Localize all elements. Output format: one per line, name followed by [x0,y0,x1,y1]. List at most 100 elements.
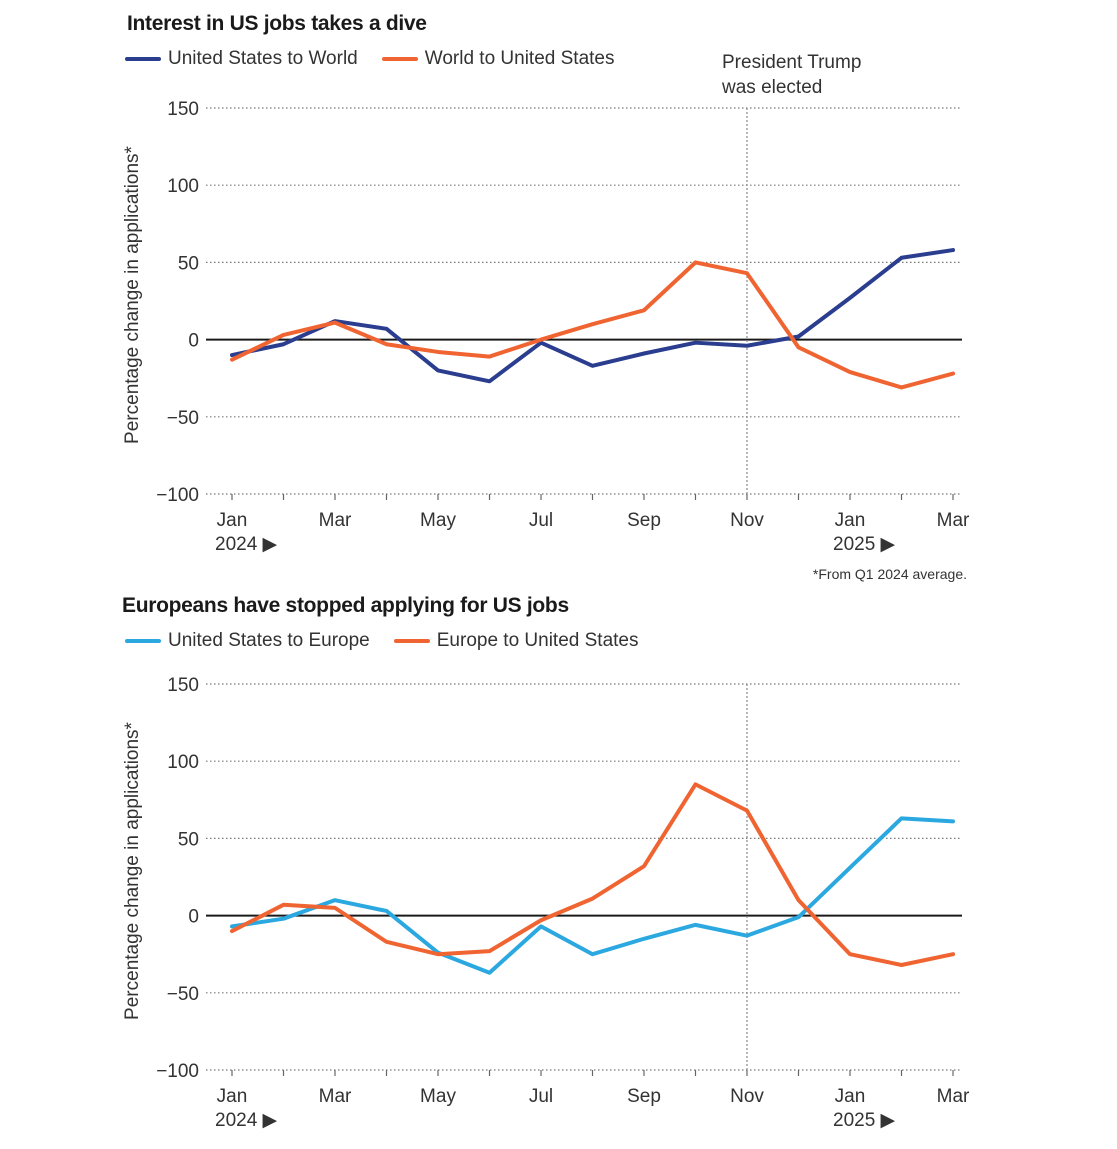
x-tick-label: Nov [730,510,764,531]
data-point [848,953,852,956]
legend-item: United States to World [125,48,358,70]
annotation-text: President Trump [722,52,861,73]
y-tick-label: 100 [167,752,199,773]
y-tick-label: 150 [167,675,199,696]
data-point [282,903,285,906]
data-point [591,953,594,956]
data-point [385,909,388,913]
legend-swatch [381,57,418,61]
data-point [900,256,903,259]
footnote: *From Q1 2024 average. [812,566,967,582]
series-line-0 [230,248,955,384]
data-point [282,343,285,346]
y-tick-label: 0 [188,907,199,928]
data-point [385,327,388,330]
data-point [385,940,388,944]
data-point [900,386,903,389]
x-tick-label: Jan [217,1086,248,1107]
data-point [642,309,646,312]
data-point [694,341,697,344]
y-tick-label: 50 [178,829,199,850]
legend-label: Europe to United States [436,630,639,651]
data-point [230,358,234,361]
legend-label: United States to World [168,48,358,69]
data-point [797,898,800,902]
data-point [694,923,697,927]
x-tick-sublabel: 2024 ▶ [215,1110,278,1131]
data-point [848,370,852,374]
x-tick-label: Jan [835,1086,866,1107]
data-point [282,917,285,920]
data-point [539,919,543,922]
x-tick-sublabel: 2024 ▶ [215,534,278,555]
data-point [333,321,337,324]
data-point [951,820,955,823]
data-point [900,817,903,820]
legend-swatch [125,639,161,643]
data-point [745,934,749,937]
x-tick-label: Jan [835,510,866,531]
y-tick-label: 50 [178,253,199,274]
y-tick-label: 0 [188,331,199,352]
legend: United States to Europe Europe to United… [125,630,663,652]
y-tick-label: −100 [156,485,199,506]
data-point [694,783,697,786]
data-point [797,346,800,349]
chart-panel-1: Interest in US jobs takes a dive United … [122,12,970,582]
data-point [745,809,749,812]
x-tick-label: Mar [319,1086,352,1107]
x-tick-label: Mar [937,1086,970,1107]
data-point [539,338,543,341]
data-point [591,897,594,900]
data-point [951,372,955,375]
data-point [642,864,646,868]
x-tick-sublabel: 2025 ▶ [833,534,896,555]
x-tick-label: Nov [730,1086,764,1107]
legend-swatch [393,639,430,643]
y-axis-label: Percentage change in applications* [122,145,143,443]
data-point [488,971,491,974]
data-point [591,322,594,326]
data-point [488,380,491,383]
data-point [797,335,800,338]
data-point [230,929,234,933]
data-point [951,953,955,956]
data-point [436,369,440,372]
data-point [488,355,491,358]
data-point [951,248,955,252]
legend: United States to World World to United S… [125,48,639,70]
x-tick-label: May [420,1086,456,1107]
y-tick-label: −50 [167,408,199,429]
y-tick-label: 150 [167,99,199,120]
data-point [282,333,285,337]
y-tick-label: 100 [167,176,199,197]
legend-label: United States to Europe [168,630,370,651]
data-point [333,898,337,902]
data-point [642,937,646,940]
x-tick-label: May [420,510,456,531]
legend-item: World to United States [381,48,615,70]
y-axis-label: Percentage change in applications* [122,721,143,1019]
x-tick-sublabel: 2025 ▶ [833,1110,896,1131]
data-point [694,261,697,264]
data-point [230,353,234,357]
chart-title: Interest in US jobs takes a dive [127,12,427,35]
x-tick-label: Jan [217,510,248,531]
data-point [900,963,903,967]
y-tick-label: −100 [156,1061,199,1082]
line-chart: 150 100 50 0 −50 −100 Jan 2024 ▶ Mar May Jul Sep Nov… [122,675,970,1131]
data-point [539,341,543,344]
x-tick-label: Mar [937,510,970,531]
x-tick-label: Sep [627,510,661,531]
data-point [848,296,852,300]
x-tick-label: Mar [319,510,352,531]
annotation-text: was elected [721,77,822,98]
x-tick-label: Sep [627,1086,661,1107]
data-point [745,272,749,275]
legend-swatch [125,57,161,61]
line-chart: 150 100 50 0 −50 −100 President Trump was elect… [122,52,970,555]
data-point [436,350,440,354]
data-point [642,352,646,355]
x-tick-label: Jul [529,510,553,531]
x-tick-label: Jul [529,1086,553,1107]
